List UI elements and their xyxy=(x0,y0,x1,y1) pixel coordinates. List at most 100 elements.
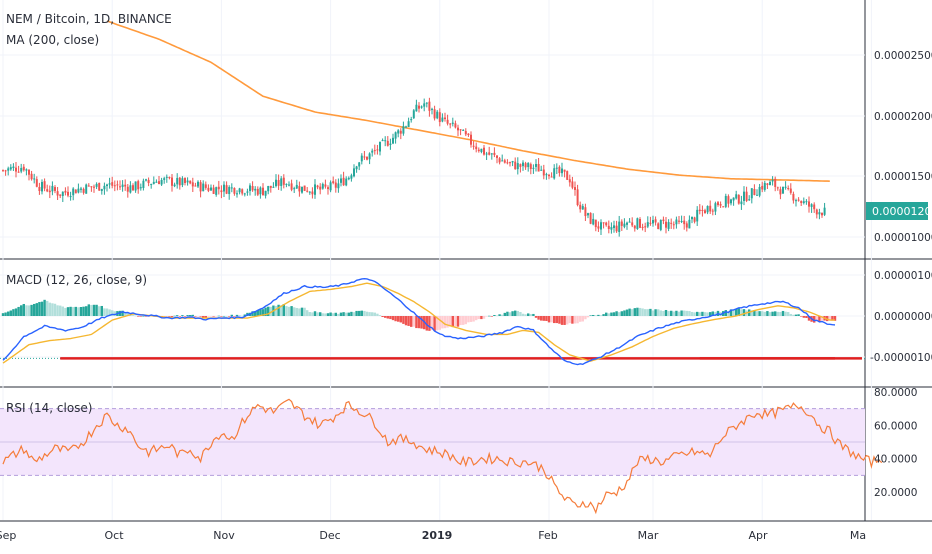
macd-hist-bar xyxy=(589,315,592,316)
candle-body xyxy=(327,187,329,190)
candle-body xyxy=(35,179,38,187)
macd-hist-bar xyxy=(267,306,270,316)
macd-hist-bar xyxy=(761,311,764,316)
macd-hist-bar xyxy=(625,309,629,316)
macd-hist-bar xyxy=(337,313,340,316)
candle-body xyxy=(758,186,761,196)
macd-hist-bar xyxy=(137,316,140,317)
candle-body xyxy=(347,177,350,180)
candle-body xyxy=(48,190,51,193)
candle-body xyxy=(519,164,522,167)
rsi-band xyxy=(0,408,865,476)
candle-body xyxy=(30,173,33,180)
price-tag: 0.00001205 xyxy=(872,205,932,218)
macd-hist-bar xyxy=(59,305,62,316)
candle-body xyxy=(535,164,537,167)
macd-hist-bar xyxy=(415,316,418,329)
candle-body xyxy=(756,194,758,196)
price-tag-bg xyxy=(866,202,928,220)
candle-body xyxy=(100,188,103,192)
candle-body xyxy=(17,171,20,173)
macd-hist-bar xyxy=(581,316,584,322)
macd-hist-bar xyxy=(77,307,80,316)
candle-body xyxy=(561,168,563,174)
macd-hist-bar xyxy=(118,310,122,316)
candle-body xyxy=(397,130,400,134)
macd-hist-bar xyxy=(815,316,818,322)
candle-body xyxy=(524,163,527,168)
macd-hist-bar xyxy=(690,311,694,316)
candle-body xyxy=(511,161,514,163)
candle-body xyxy=(345,178,348,186)
candle-body xyxy=(316,185,319,188)
candle-body xyxy=(444,117,446,120)
macd-hist-bar xyxy=(207,316,210,317)
candle-body xyxy=(129,185,132,193)
axis-ticks: 0.00002500 0.00002000 0.00001500 0.00001000… xyxy=(0,50,932,542)
candle-body xyxy=(176,177,179,185)
candle-body xyxy=(761,185,764,190)
candle-body xyxy=(574,187,576,190)
candle-body xyxy=(303,185,306,191)
candle-body xyxy=(38,186,41,191)
macd-hist-bar xyxy=(438,316,441,330)
candle-body xyxy=(160,179,163,185)
candle-body xyxy=(722,206,725,208)
candle-body xyxy=(821,213,823,216)
macd-hist-bar xyxy=(537,316,540,320)
macd-hist-bar xyxy=(345,312,348,316)
candle-body xyxy=(737,194,740,204)
macd-hist-bar xyxy=(293,307,296,316)
candle-body xyxy=(685,223,688,228)
macd-hist-bar xyxy=(261,309,265,316)
candle-body xyxy=(748,199,751,201)
candle-body xyxy=(724,195,727,207)
candle-body xyxy=(579,204,582,210)
macd-hist-bar xyxy=(727,311,730,316)
macd-hist-bar xyxy=(303,307,306,316)
macd-hist-bar xyxy=(108,309,111,316)
macd-hist-bar xyxy=(1,313,5,316)
candle-body xyxy=(709,205,712,212)
macd-hist-bar xyxy=(27,305,31,316)
candle-body xyxy=(516,163,519,170)
macd-hist-bar xyxy=(254,311,257,316)
macd-hist-bar xyxy=(100,305,103,316)
macd-hist-bar xyxy=(92,304,96,316)
macd-hist-bar xyxy=(85,306,88,316)
macd-line xyxy=(2,277,836,366)
macd-hist-bar xyxy=(428,316,431,331)
macd-hist-bar xyxy=(220,316,223,317)
candle-body xyxy=(797,199,800,201)
candle-body xyxy=(308,191,311,193)
candle-body xyxy=(563,169,566,172)
macd-hist-bar xyxy=(355,310,358,316)
macd-hist-bar xyxy=(181,315,184,316)
candle-body xyxy=(272,186,275,188)
candle-body xyxy=(379,141,381,152)
macd-hist-bar xyxy=(649,308,652,316)
macd-hist-bar xyxy=(72,307,75,316)
macd-hist-bar xyxy=(482,316,486,319)
macd-hist-bar xyxy=(610,312,613,316)
candle-body xyxy=(56,191,59,196)
candle-body xyxy=(163,178,166,180)
macd-hist-bar xyxy=(833,316,837,321)
candle-body xyxy=(805,201,808,203)
candle-body xyxy=(813,204,816,210)
candle-body xyxy=(688,219,691,229)
macd-hist-bar xyxy=(287,306,291,316)
macd-hist-bar xyxy=(131,315,135,316)
candle-body xyxy=(251,186,254,191)
candle-body xyxy=(389,143,392,145)
candle-body xyxy=(693,217,696,222)
candle-body xyxy=(134,181,137,191)
candle-body xyxy=(324,184,327,187)
candle-body xyxy=(277,180,280,186)
candle-body xyxy=(607,225,610,229)
macd-hist-bar xyxy=(373,312,376,316)
macd-hist-bar xyxy=(475,316,478,321)
macd-hist-bar xyxy=(280,305,283,316)
candle-body xyxy=(241,189,244,194)
candle-body xyxy=(750,188,753,199)
